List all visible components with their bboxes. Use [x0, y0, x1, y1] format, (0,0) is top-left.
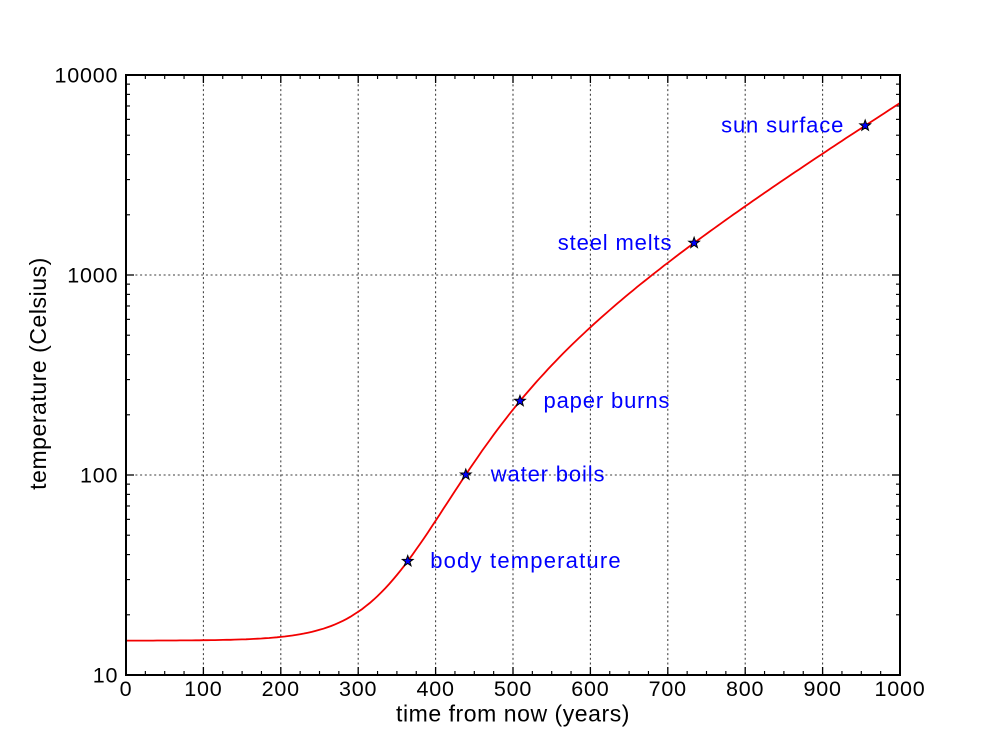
svg-text:0: 0 [120, 677, 133, 701]
svg-text:sun surface: sun surface [721, 113, 844, 138]
svg-text:body temperature: body temperature [430, 548, 622, 573]
svg-text:water boils: water boils [490, 462, 606, 487]
svg-text:700: 700 [649, 677, 687, 701]
svg-text:temperature (Celsius): temperature (Celsius) [25, 257, 51, 490]
svg-text:900: 900 [803, 677, 841, 701]
svg-text:1000: 1000 [874, 677, 925, 701]
svg-text:800: 800 [726, 677, 764, 701]
svg-text:10000: 10000 [55, 64, 119, 88]
svg-text:300: 300 [339, 677, 377, 701]
svg-text:steel melts: steel melts [558, 230, 673, 255]
svg-text:100: 100 [184, 677, 222, 701]
svg-text:100: 100 [80, 464, 118, 488]
svg-text:paper burns: paper burns [544, 388, 671, 413]
svg-text:500: 500 [494, 677, 532, 701]
svg-text:200: 200 [262, 677, 300, 701]
svg-text:10: 10 [93, 664, 119, 688]
svg-text:600: 600 [571, 677, 609, 701]
svg-text:time from now (years): time from now (years) [396, 700, 630, 726]
svg-text:1000: 1000 [67, 264, 118, 288]
svg-text:400: 400 [416, 677, 454, 701]
